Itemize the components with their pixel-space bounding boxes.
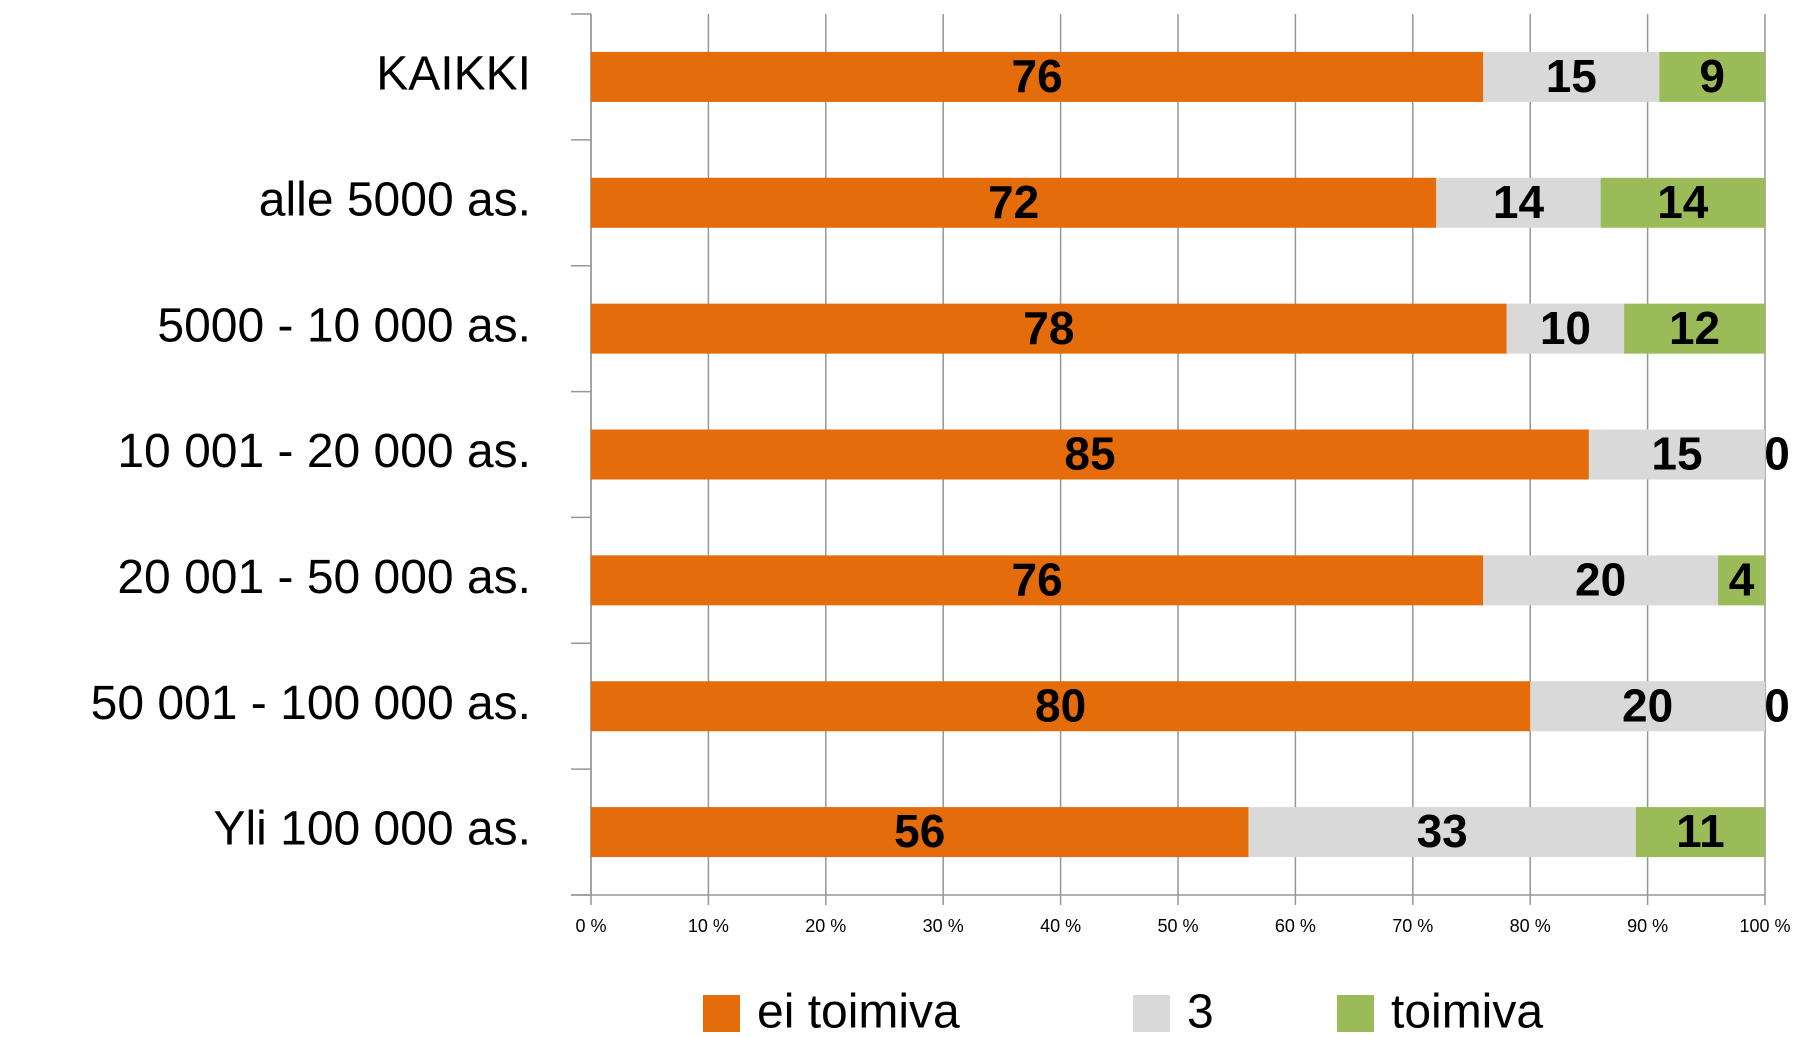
data-label: 80 [1035, 679, 1086, 731]
legend-swatch [1133, 995, 1170, 1032]
bar-segment [591, 303, 1507, 354]
category-label: 20 001 - 50 000 as. [117, 551, 531, 604]
x-tick-label: 10 % [688, 916, 729, 936]
x-tick-label: 60 % [1275, 916, 1316, 936]
data-label: 76 [1012, 554, 1063, 606]
data-label: 15 [1651, 428, 1702, 480]
data-label: 14 [1657, 176, 1709, 228]
bar-segment [1718, 555, 1765, 606]
x-tick-label: 0 % [575, 916, 606, 936]
data-label: 0 [1764, 428, 1790, 480]
x-tick-label: 20 % [805, 916, 846, 936]
legend-label: 3 [1187, 986, 1214, 1037]
x-tick-label: 50 % [1157, 916, 1198, 936]
x-tick-label: 80 % [1510, 916, 1551, 936]
bar-segment [591, 429, 1589, 480]
bar-segment [1624, 303, 1765, 354]
category-label: 10 001 - 20 000 as. [117, 425, 531, 478]
data-label: 9 [1699, 50, 1725, 102]
x-tick-label: 70 % [1392, 916, 1433, 936]
x-tick-label: 40 % [1040, 916, 1081, 936]
category-label: 5000 - 10 000 as. [157, 299, 531, 352]
x-tick-label: 30 % [923, 916, 964, 936]
data-label: 76 [1012, 50, 1063, 102]
bar-segment [591, 681, 1531, 732]
x-tick-label: 100 % [1739, 916, 1790, 936]
bar-segment [591, 555, 1484, 606]
data-label: 56 [894, 805, 945, 857]
data-label: 72 [988, 176, 1039, 228]
bar-segment [1483, 51, 1660, 102]
bar-segment [1659, 51, 1765, 102]
bar-segment [1506, 303, 1625, 354]
category-label: KAIKKI [376, 48, 531, 101]
bar-segment [1248, 807, 1636, 858]
legend-swatch [703, 995, 740, 1032]
category-label: 50 001 - 100 000 as. [91, 677, 531, 730]
data-label: 85 [1064, 428, 1115, 480]
data-label: 78 [1023, 302, 1074, 354]
category-label: Yli 100 000 as. [213, 803, 531, 856]
data-label: 4 [1729, 554, 1755, 606]
bar-segment [1600, 177, 1765, 228]
bar-segment [1530, 681, 1765, 732]
data-label: 15 [1546, 50, 1597, 102]
data-label: 20 [1575, 554, 1626, 606]
bar-segment [1635, 807, 1765, 858]
data-label: 20 [1622, 679, 1673, 731]
data-label: 10 [1540, 302, 1591, 354]
category-label: alle 5000 as. [259, 173, 531, 226]
data-label: 14 [1493, 176, 1545, 228]
bar-segment [1588, 429, 1765, 480]
data-label: 12 [1669, 302, 1720, 354]
legend-label: toimiva [1391, 986, 1543, 1037]
bar-segment [591, 177, 1437, 228]
data-label: 33 [1417, 805, 1468, 857]
x-tick-label: 90 % [1627, 916, 1668, 936]
legend-label: ei toimiva [757, 986, 960, 1037]
bar-segment [591, 51, 1484, 102]
data-label: 11 [1676, 805, 1725, 857]
bar-segment [1436, 177, 1601, 228]
legend-swatch [1337, 995, 1374, 1032]
bar-segment [591, 807, 1249, 858]
bar-segment [1483, 555, 1719, 606]
data-label: 0 [1764, 679, 1790, 731]
